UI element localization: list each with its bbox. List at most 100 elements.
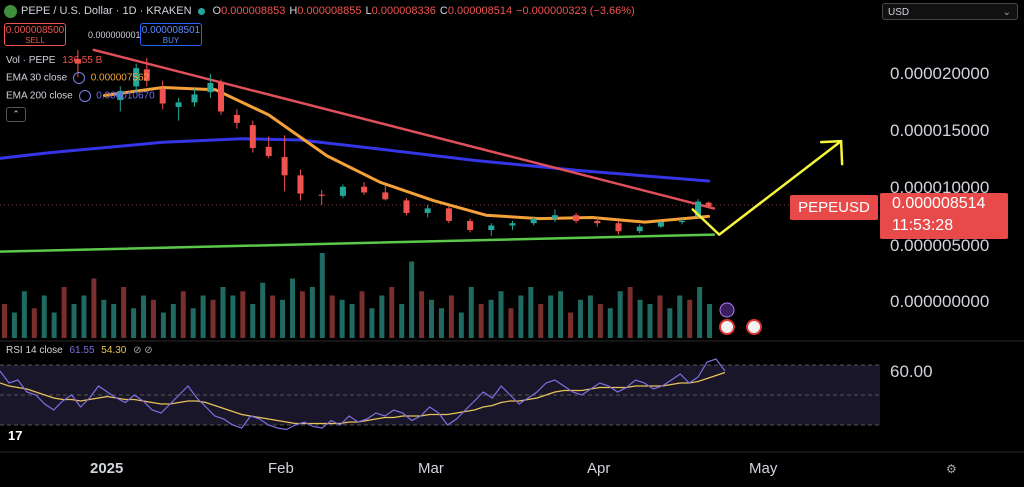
volume-bar [170, 304, 176, 338]
candle-body [318, 194, 325, 196]
volume-bar [577, 299, 583, 338]
volume-bar [41, 295, 47, 338]
buy-button[interactable]: 0.000008501 BUY [140, 23, 202, 46]
candle-body [74, 59, 81, 64]
volume-bar [160, 312, 166, 338]
volume-bar [518, 295, 524, 338]
volume-bar [349, 304, 355, 338]
volume-bar [150, 299, 156, 338]
rsi-legend[interactable]: RSI 14 close 61.55 54.30 ⊘ ⊘ [6, 345, 153, 356]
volume-bar [121, 287, 127, 338]
volume-bar [508, 308, 514, 338]
chevron-down-icon: ⌄ [1002, 7, 1011, 18]
candle-body [361, 186, 368, 193]
volume-bar [498, 291, 504, 338]
candle-body [594, 220, 601, 224]
rsi-pane [0, 358, 880, 431]
volume-bar [379, 295, 385, 338]
volume-bar [250, 304, 256, 338]
bar-countdown: 11:53:28 [892, 217, 954, 234]
volume-bar [597, 304, 603, 338]
sell-price: 0.000008500 [5, 25, 65, 36]
ema200-legend[interactable]: EMA 200 close 0.000010670 [6, 90, 155, 102]
rsi-hide-icon[interactable]: ⊘ ⊘ [133, 345, 153, 356]
candle-body [615, 223, 622, 232]
volume-bar [637, 299, 643, 338]
chevron-up-icon: ⌃ [12, 109, 20, 119]
candle-body [530, 218, 537, 224]
candle-body [445, 208, 452, 221]
event-icons[interactable] [719, 302, 762, 335]
us-flag-event-icon [719, 319, 735, 335]
volume-bar [299, 291, 305, 338]
volume-bar [220, 287, 226, 338]
ohlc-open: 0.000008853 [221, 5, 286, 17]
candle-body [297, 175, 304, 194]
volume-bar [607, 308, 613, 338]
spread-value: 0.000000001 [88, 30, 141, 40]
volume-bar [617, 291, 623, 338]
ohlc-change: −0.000000323 (−3.66%) [516, 5, 635, 17]
volume-bar [260, 282, 266, 338]
x-label-mar: Mar [418, 460, 444, 477]
price-label-3: 0.000010000 [890, 178, 990, 197]
ema30-legend[interactable]: EMA 30 close 0.000007562 [6, 72, 149, 84]
candle-body [403, 200, 410, 213]
sell-button[interactable]: 0.000008500 SELL [4, 23, 66, 46]
volume-bar [478, 304, 484, 338]
projection-arrow [691, 139, 844, 236]
ohlc-close: 0.000008514 [447, 5, 513, 17]
candle-body [705, 202, 712, 207]
pepe-logo-icon [4, 4, 17, 18]
tradingview-logo[interactable]: 17 [8, 428, 23, 443]
rsi-label: RSI 14 close [6, 345, 63, 356]
currency-value: USD [888, 7, 910, 18]
candle-body [551, 215, 558, 219]
volume-bar [558, 291, 564, 338]
volume-bar [587, 295, 593, 338]
volume-bar [101, 299, 107, 338]
volume-bar [458, 312, 464, 338]
market-status-icon [197, 7, 205, 15]
candlesticks [74, 49, 712, 236]
volume-bar [389, 287, 395, 338]
volume-bar [31, 308, 37, 338]
chart-header: PEPE / U.S. Dollar · 1D · KRAKEN O0.0000… [4, 3, 639, 19]
settings-gear-icon[interactable]: ⚙ [946, 462, 957, 476]
volume-bar [270, 295, 276, 338]
x-label-apr: Apr [587, 460, 611, 477]
volume-bar [91, 278, 97, 338]
ema30-line [102, 86, 711, 224]
volume-bar [240, 291, 246, 338]
price-label-2: 0.000015000 [890, 121, 990, 140]
volume-bar [409, 261, 415, 338]
volume-bar [21, 291, 27, 338]
candle-body [249, 125, 256, 148]
x-label-2025: 2025 [90, 460, 124, 477]
volume-bar [667, 308, 673, 338]
rsi-ma-value: 54.30 [101, 345, 127, 356]
ohlc-readout: O0.000008853 H0.000008855 L0.000008336 C0.0… [212, 5, 635, 17]
volume-bar [707, 304, 713, 338]
ema30-settings-icon[interactable] [72, 72, 85, 84]
price-label-5: 0.000000000 [890, 292, 990, 311]
candle-body [265, 146, 272, 156]
last-price-value: 0.000008514 [892, 195, 986, 212]
volume-bar [399, 304, 405, 338]
volume-bar [141, 295, 147, 338]
ema200-settings-icon[interactable] [78, 90, 91, 102]
ema30-value: 0.000007562 [90, 72, 150, 84]
volume-legend[interactable]: Vol · PEPE 136.55 B [6, 55, 102, 66]
volume-bar [687, 299, 693, 338]
collapse-legend-button[interactable]: ⌃ [6, 107, 26, 122]
sell-label: SELL [25, 36, 45, 45]
candle-body [281, 157, 288, 176]
currency-select[interactable]: USD ⌄ [882, 3, 1018, 20]
volume-bar [548, 295, 554, 338]
volume-bar [190, 308, 196, 338]
buy-price: 0.000008501 [141, 25, 201, 36]
symbol-line[interactable]: PEPE / U.S. Dollar · 1D · KRAKEN [21, 5, 192, 17]
candle-body [159, 88, 166, 104]
volume-bar [230, 295, 236, 338]
